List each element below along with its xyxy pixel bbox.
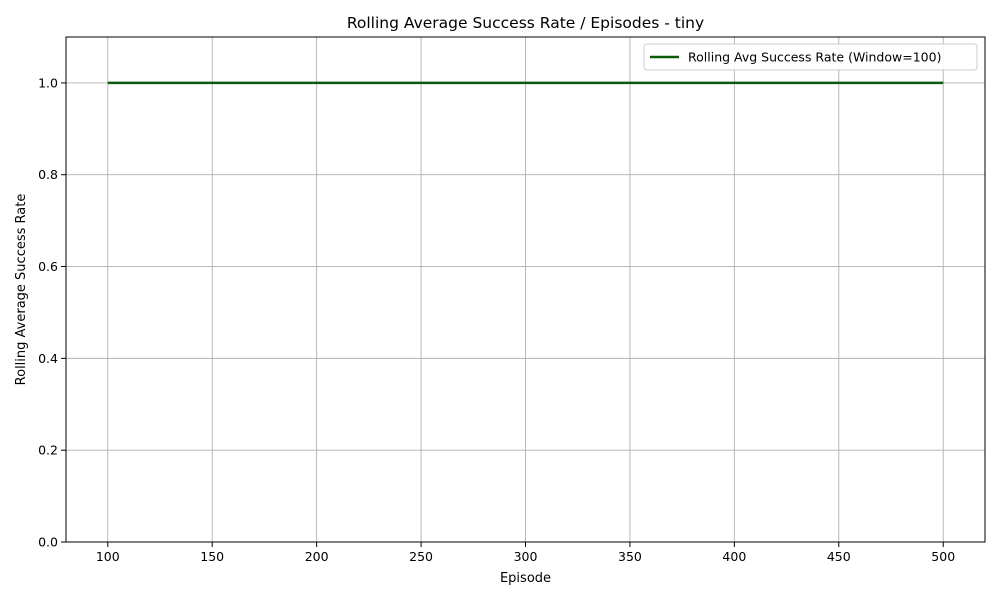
y-axis-label: Rolling Average Success Rate [14,194,29,386]
y-tick-label: 0.4 [38,351,58,366]
y-tick-label: 1.0 [38,75,58,90]
x-tick-label: 150 [200,549,224,564]
x-tick-label: 250 [409,549,433,564]
y-tick-label: 0.6 [38,259,58,274]
legend-box [643,43,978,71]
x-tick-label: 400 [722,549,746,564]
x-tick-label: 300 [514,549,538,564]
chart-title: Rolling Average Success Rate / Episodes … [347,14,704,32]
legend: Rolling Avg Success Rate (Window=100) [643,43,978,71]
y-tick-label: 0.8 [38,167,58,182]
x-tick-label: 500 [931,549,955,564]
x-axis-label: Episode [500,571,551,586]
x-tick-label: 100 [96,549,120,564]
x-tick-label: 450 [827,549,851,564]
y-axis-ticks: 0.0 0.2 0.4 0.6 0.8 1.0 [38,75,66,550]
x-tick-label: 350 [618,549,642,564]
legend-label: Rolling Avg Success Rate (Window=100) [688,50,941,65]
y-tick-label: 0.2 [38,443,58,458]
y-tick-label: 0.0 [38,535,58,550]
x-tick-label: 200 [305,549,329,564]
x-axis-ticks: 100 150 200 250 300 350 400 450 500 [96,542,955,564]
